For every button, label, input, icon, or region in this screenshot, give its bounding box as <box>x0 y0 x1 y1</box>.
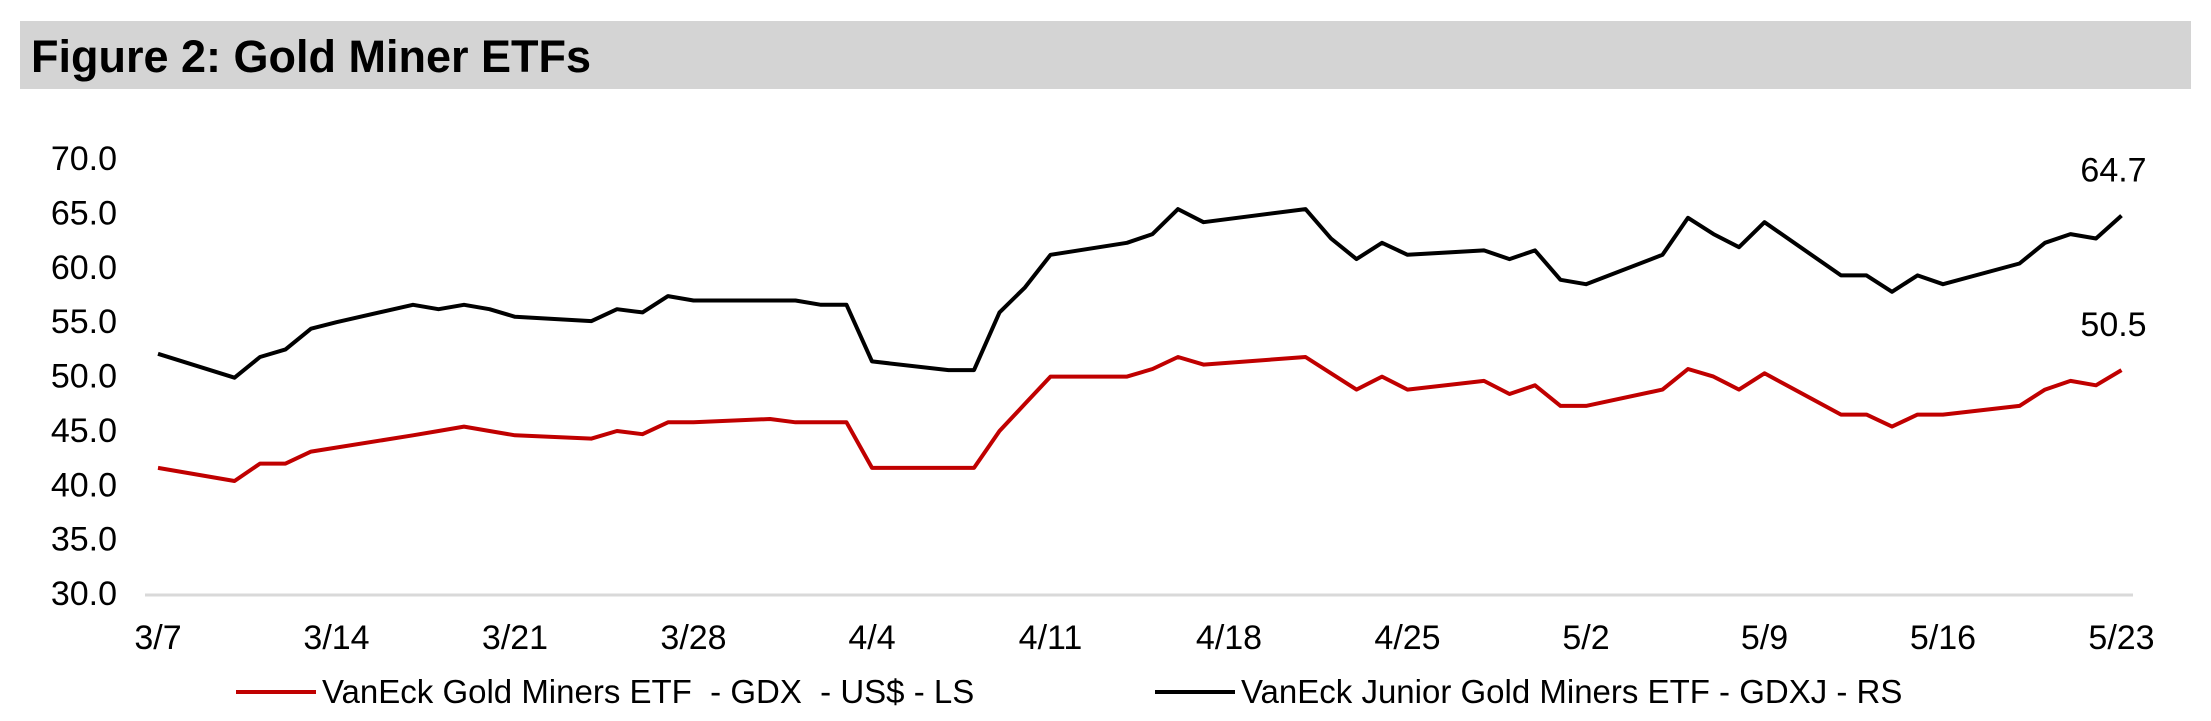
y-tick-label: 45.0 <box>51 412 117 450</box>
legend-swatch-gdx <box>236 690 316 694</box>
x-tick-label: 3/21 <box>482 619 548 657</box>
legend-label-gdxj: VanEck Junior Gold Miners ETF - GDXJ - R… <box>1241 673 1903 710</box>
y-tick-label: 30.0 <box>51 575 117 613</box>
legend-swatch-gdxj <box>1155 690 1235 694</box>
y-tick-label: 60.0 <box>51 249 117 287</box>
x-tick-label: 5/2 <box>1562 619 1609 657</box>
figure-title: Figure 2: Gold Miner ETFs <box>31 31 592 82</box>
y-tick-label: 35.0 <box>51 521 117 559</box>
x-tick-label: 4/4 <box>848 619 895 657</box>
legend-item-gdxj: VanEck Junior Gold Miners ETF - GDXJ - R… <box>1155 670 1902 714</box>
x-tick-label: 3/28 <box>660 619 726 657</box>
line-chart: 70.0 65.0 60.0 55.0 50.0 45.0 40.0 35.0 30.0 3/7… <box>51 140 2155 657</box>
x-tick-label: 4/11 <box>1019 619 1083 657</box>
x-tick-label: 5/16 <box>1910 619 1976 657</box>
y-tick-label: 50.0 <box>51 358 117 396</box>
series-lines <box>157 207 2123 483</box>
y-tick-label: 65.0 <box>51 194 117 232</box>
gdx-end-label: 50.5 <box>2080 306 2146 344</box>
x-tick-label: 3/14 <box>303 619 369 657</box>
gdxj-series-line <box>157 207 2123 380</box>
y-tick-label: 70.0 <box>51 140 117 178</box>
x-axis-ticks: 3/7 3/14 3/21 3/28 4/4 4/11 4/18 4/25 5/2 5/9 5/16… <box>134 619 2154 657</box>
y-tick-label: 55.0 <box>51 303 117 341</box>
gdx-series-line <box>157 355 2123 483</box>
x-tick-label: 5/9 <box>1741 619 1788 657</box>
y-axis-ticks: 70.0 65.0 60.0 55.0 50.0 45.0 40.0 35.0 30.0 <box>51 140 117 613</box>
y-tick-label: 40.0 <box>51 466 117 504</box>
end-value-labels: 64.7 50.5 <box>2080 152 2146 344</box>
legend-item-gdx: VanEck Gold Miners ETF - GDX - US$ - LS <box>236 670 974 714</box>
x-tick-label: 4/18 <box>1196 619 1262 657</box>
x-tick-label: 4/25 <box>1374 619 1440 657</box>
figure-title-bar: Figure 2: Gold Miner ETFs <box>20 21 2191 89</box>
x-tick-label: 5/23 <box>2088 619 2154 657</box>
x-tick-label: 3/7 <box>134 619 181 657</box>
gdxj-end-label: 64.7 <box>2080 152 2146 190</box>
legend-label-gdx: VanEck Gold Miners ETF - GDX - US$ - LS <box>322 673 975 710</box>
